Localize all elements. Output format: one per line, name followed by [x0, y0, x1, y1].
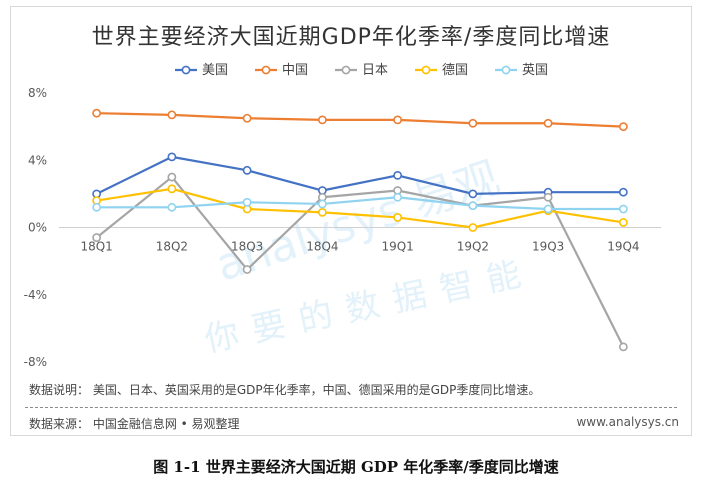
chart-title: 世界主要经济大国近期GDP年化季率/季度同比增速 [91, 25, 611, 50]
data-point [242, 197, 252, 207]
data-point [468, 223, 478, 232]
data-point [468, 201, 478, 211]
data-point [393, 115, 403, 125]
data-point [167, 172, 177, 182]
chart-panel: 世界主要经济大国近期GDP年化季率/季度同比增速 analysys 易观 你要的数… [10, 6, 692, 436]
legend-label: 德国 [442, 63, 468, 78]
legend-label: 英国 [522, 63, 548, 78]
series-英国 [92, 192, 628, 214]
data-point [618, 204, 628, 214]
data-source: 数据来源： 中国金融信息网 • 易观整理 [29, 417, 240, 431]
data-point [468, 189, 478, 199]
data-point [618, 218, 628, 227]
series-group [92, 108, 628, 352]
x-tick-label: 19Q3 [532, 240, 564, 254]
x-tick-label: 19Q4 [607, 240, 639, 254]
data-point [543, 204, 553, 214]
x-tick-label: 18Q2 [156, 240, 188, 254]
y-axis: 8% 4% 0% -4% -8% [24, 86, 47, 369]
legend-swatch-marker [341, 65, 351, 75]
y-tick-label: -4% [24, 288, 47, 302]
data-point [92, 108, 102, 118]
legend-item: 中国 [255, 63, 308, 78]
data-point [618, 342, 628, 352]
series-中国 [92, 108, 628, 132]
data-point [393, 192, 403, 202]
series-line [96, 155, 624, 195]
data-point [393, 170, 403, 180]
figure-caption: 图 1-1 世界主要经济大国近期 GDP 年化季率/季度同比增速 [153, 458, 559, 476]
data-note: 数据说明： 美国、日本、英国采用的是GDP年化季率，中国、德国采用的是GDP季度… [29, 383, 541, 397]
data-point [317, 207, 327, 217]
data-point [167, 110, 177, 120]
y-tick-label: 0% [28, 221, 47, 235]
x-tick-label: 18Q1 [80, 240, 112, 254]
x-tick-label: 19Q2 [457, 240, 489, 254]
legend-label: 日本 [362, 63, 388, 78]
legend-swatch-marker [261, 65, 271, 75]
series-美国 [92, 152, 628, 199]
data-point [317, 199, 327, 209]
divider [25, 407, 677, 408]
data-point [317, 115, 327, 125]
y-tick-label: 8% [28, 86, 47, 100]
y-tick-label: 4% [28, 153, 47, 167]
data-point [92, 202, 102, 212]
series-line [96, 196, 624, 211]
data-point [242, 265, 252, 274]
x-tick-label: 19Q1 [381, 240, 413, 254]
data-point [618, 122, 628, 132]
data-point [242, 165, 252, 175]
data-point [543, 192, 553, 202]
x-tick-label: 18Q4 [306, 240, 338, 254]
data-point [167, 184, 177, 194]
y-tick-label: -8% [24, 355, 47, 369]
data-point [92, 233, 102, 242]
legend-label: 中国 [282, 63, 308, 78]
data-point [167, 152, 177, 162]
legend: 美国 中国 日本 德国 英国 [175, 63, 548, 78]
legend-label: 美国 [202, 63, 228, 78]
series-line [96, 187, 624, 229]
x-axis: 18Q1 18Q2 18Q3 18Q4 19Q1 19Q2 19Q3 19Q4 [59, 227, 661, 254]
legend-item: 美国 [175, 63, 228, 78]
series-line [96, 112, 624, 128]
x-tick-label: 18Q3 [231, 240, 263, 254]
website-url: www.analysys.cn [576, 415, 679, 429]
data-point [543, 118, 553, 128]
data-point [393, 213, 403, 222]
legend-item: 日本 [335, 63, 388, 78]
legend-swatch-marker [501, 65, 511, 75]
data-point [468, 118, 478, 128]
legend-item: 英国 [495, 63, 548, 78]
data-point [618, 187, 628, 197]
legend-swatch-marker [181, 65, 191, 75]
legend-swatch-marker [421, 65, 431, 75]
data-point [242, 113, 252, 123]
legend-item: 德国 [415, 63, 468, 78]
data-point [167, 202, 177, 212]
